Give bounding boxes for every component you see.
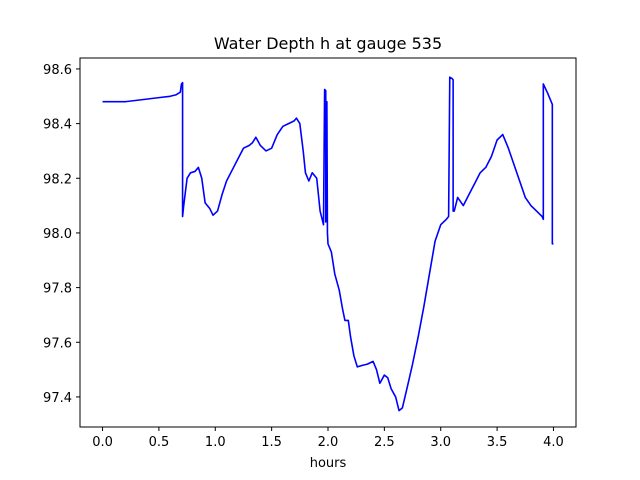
x-tick-label: 3.0	[430, 435, 451, 450]
y-tick-label: 97.8	[43, 282, 72, 297]
x-axis-label: hours	[310, 456, 347, 471]
y-axis: 97.4 97.6 97.8 98.0 98.2 98.4 98.6	[43, 63, 80, 406]
x-tick-label: 2.5	[374, 435, 395, 450]
y-tick-label: 98.6	[43, 63, 72, 78]
series-layer	[102, 76, 554, 412]
series-line	[102, 76, 554, 412]
x-tick-label: 1.0	[205, 435, 226, 450]
x-tick-label: 2.0	[318, 435, 339, 450]
x-tick-label: 4.0	[543, 435, 564, 450]
x-axis: 0.0 0.5 1.0 1.5 2.0 2.5 3.0 3.5 4.0	[92, 427, 564, 450]
y-tick-label: 98.0	[43, 227, 72, 242]
y-tick-label: 97.6	[43, 336, 72, 351]
x-tick-label: 0.5	[149, 435, 170, 450]
chart-title: Water Depth h at gauge 535	[214, 34, 442, 53]
y-tick-label: 98.4	[43, 118, 72, 133]
y-tick-label: 98.2	[43, 172, 72, 187]
x-tick-label: 0.0	[92, 435, 113, 450]
x-tick-label: 1.5	[261, 435, 282, 450]
y-tick-label: 97.4	[43, 391, 72, 406]
x-tick-label: 3.5	[487, 435, 508, 450]
